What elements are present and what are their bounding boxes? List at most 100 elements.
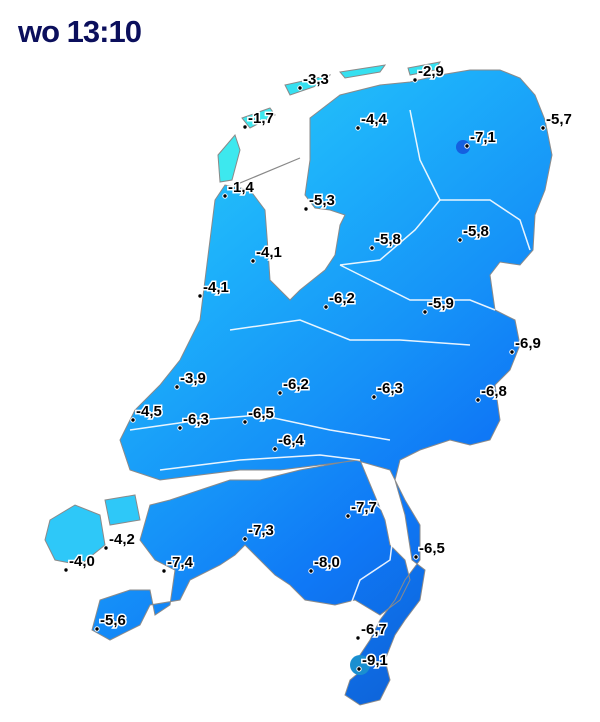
station-dot [369,245,375,251]
station-dot [323,304,329,310]
station-dot [422,309,428,315]
station-dot [371,394,377,400]
station-dot [356,666,362,672]
station-dot [272,446,278,452]
station-dot [94,626,100,632]
station-marker: -6,3 [177,410,210,431]
station-marker: -5,7 [540,110,573,131]
temperature-label: -6,3 [377,380,403,397]
station-marker: -5,6 [94,611,127,632]
station-marker: -7,4 [161,553,195,574]
station-marker: -6,9 [509,334,542,355]
station-dot [540,125,546,131]
temperature-label: -5,3 [309,192,335,209]
temperature-label: -6,5 [248,405,274,422]
station-marker: -5,9 [422,294,455,315]
station-marker: -6,8 [475,382,508,403]
station-marker: -4,1 [250,243,283,264]
temperature-label: -5,8 [463,223,489,240]
netherlands-landmass [44,61,553,706]
station-marker: -9,1 [356,651,389,672]
station-marker: -4,4 [355,110,389,131]
temperature-label: -5,7 [546,111,572,128]
station-dot [412,77,418,83]
temperature-label: -4,0 [69,553,95,570]
temperature-label: -4,2 [109,531,135,548]
station-dot [345,513,351,519]
time-label: wo 13:10 [18,14,142,49]
temperature-label: -6,2 [329,290,355,307]
station-marker: -6,2 [277,375,310,396]
station-dot [222,193,228,199]
station-marker: -4,1 [197,278,230,299]
station-dot [177,425,183,431]
station-marker: -6,2 [323,289,356,310]
temperature-label: -6,4 [278,432,305,449]
temperature-label: -6,9 [515,335,541,352]
cold-spot [350,655,370,675]
temperature-label: -7,7 [351,499,377,516]
temperature-label: -7,1 [470,129,496,146]
station-dot [103,545,109,551]
temperature-label: -1,7 [248,110,274,127]
temperature-label: -6,2 [283,376,309,393]
temperature-label: -7,4 [167,554,194,571]
temperature-label: -8,0 [314,554,340,571]
station-marker: -7,1 [464,128,497,149]
temperature-label: -7,3 [248,522,274,539]
station-dot [242,124,248,130]
temperature-label: -6,8 [481,383,507,400]
station-marker: -8,0 [308,553,341,574]
ijsselmeer-dike [227,157,301,189]
station-marker: -3,9 [174,369,207,390]
station-marker: -5,8 [457,222,490,243]
station-dot [197,293,203,299]
station-dot [63,567,69,573]
station-marker: -6,5 [413,539,446,560]
station-dot [242,419,248,425]
station-dot [308,568,314,574]
station-dot [355,635,361,641]
station-marker: -2,9 [412,62,445,83]
temperature-label: -4,4 [361,111,388,128]
temperature-label: -1,4 [228,179,255,196]
province-borders [129,109,531,651]
station-dot [277,390,283,396]
station-dot [464,143,470,149]
station-marker: -1,4 [222,178,256,199]
station-dot [242,536,248,542]
temperature-label: -5,8 [375,231,401,248]
station-marker: -5,8 [369,230,402,251]
station-marker: -4,5 [130,402,163,423]
temperature-label: -2,9 [418,63,444,80]
station-dot [130,417,136,423]
station-dot [355,125,361,131]
station-marker: -4,0 [63,552,96,573]
station-marker: -6,5 [242,404,275,425]
temperature-label: -3,3 [303,71,329,88]
temperature-label: -4,1 [256,244,282,261]
station-marker: -7,7 [345,498,378,519]
temperature-label: -6,5 [419,540,445,557]
temperature-label: -6,3 [183,411,209,428]
station-marker: -5,3 [303,191,336,212]
station-readings: -3,3 -2,9 -1,7 -4,4 -7,1 -5,7 -1,4 -5,3 -5,8 -5,8… [63,62,573,672]
station-marker: -6,3 [371,379,404,400]
station-dot [250,258,256,264]
station-dot [509,349,515,355]
temperature-label: -4,1 [203,279,229,296]
station-marker: -4,2 [103,530,136,551]
temperature-label: -5,9 [428,295,454,312]
station-dot [161,568,167,574]
station-marker: -7,3 [242,521,275,542]
temperature-label: -4,5 [136,403,162,420]
station-dot [174,384,180,390]
station-marker: -3,3 [297,70,330,91]
station-dot [413,554,419,560]
station-marker: -6,7 [355,620,388,641]
station-dot [475,397,481,403]
station-dot [457,237,463,243]
temperature-label: -6,7 [361,621,387,638]
temperature-label: -9,1 [362,652,388,669]
